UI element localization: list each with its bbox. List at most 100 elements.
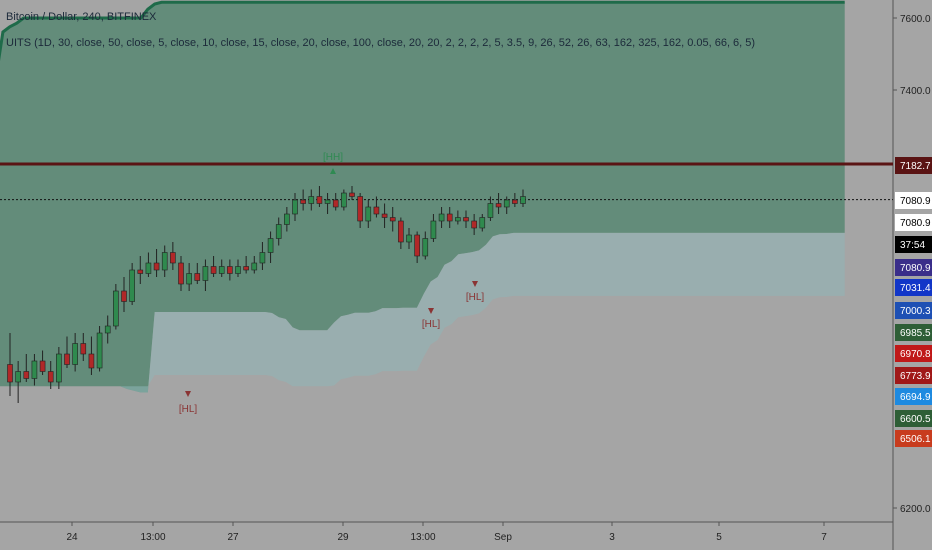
candle-body	[161, 252, 168, 271]
y-tick-label: 7400.0	[900, 86, 931, 97]
candle-body	[503, 199, 510, 208]
price-badge-bg	[895, 324, 932, 341]
candle	[31, 354, 38, 386]
candle	[267, 231, 274, 263]
down-arrow-icon	[185, 391, 191, 397]
candle-body	[15, 371, 21, 383]
candle-body	[512, 199, 518, 204]
candle-body	[113, 290, 119, 327]
candle	[186, 263, 192, 291]
candle-body	[463, 217, 469, 222]
candle	[316, 186, 323, 207]
price-badge-bg	[895, 388, 932, 405]
candle	[210, 256, 217, 277]
candle-body	[31, 360, 38, 379]
candle-body	[455, 217, 461, 222]
candle-body	[170, 252, 176, 264]
candle	[292, 193, 298, 221]
candle-body	[259, 252, 266, 264]
candle-body	[284, 213, 290, 225]
candle	[251, 256, 258, 274]
candle	[88, 336, 95, 375]
price-badge-bg	[895, 259, 932, 276]
candle-body	[422, 238, 429, 257]
candle-body	[332, 199, 339, 208]
x-tick-label: 7	[821, 532, 827, 543]
candle-body	[39, 360, 46, 372]
candle	[414, 231, 420, 263]
price-badge-label: 6985.5	[900, 328, 931, 339]
candle	[72, 333, 78, 372]
price-badge-label: 6694.9	[900, 392, 931, 403]
candle	[23, 354, 30, 382]
candle-body	[194, 273, 201, 281]
price-badge: 6694.9	[895, 388, 932, 405]
candle	[381, 203, 388, 228]
candle	[341, 189, 347, 211]
candle-body	[145, 262, 152, 274]
ichimoku-lower-band	[0, 232, 845, 393]
candle	[121, 277, 127, 312]
candle	[430, 214, 437, 242]
candle-body	[56, 353, 62, 383]
candle-body	[389, 217, 396, 222]
candle-body	[479, 217, 486, 229]
up-arrow-icon	[330, 168, 336, 174]
candle-body	[88, 353, 95, 369]
swing-marker-label: [HL]	[179, 404, 198, 415]
price-badge-label: 7080.9	[900, 196, 931, 207]
candle-body	[104, 325, 111, 334]
candle-body	[251, 262, 258, 271]
price-badge-bg	[895, 279, 932, 296]
swing-marker: [HL]	[466, 281, 484, 303]
candle-body	[446, 213, 453, 222]
candle	[153, 249, 160, 277]
candle-body	[72, 343, 78, 365]
candle-body	[357, 196, 363, 222]
candle	[227, 259, 233, 281]
x-tick-label: 3	[609, 532, 615, 543]
price-badge-label: 7182.7	[900, 161, 931, 172]
down-arrow-icon	[428, 308, 434, 314]
price-badge: 6985.5	[895, 324, 932, 341]
price-badge-label: 6970.8	[900, 349, 931, 360]
price-badge-bg	[895, 345, 932, 362]
price-badge-bg	[895, 236, 932, 253]
candle-body	[218, 266, 225, 274]
time-axis-background	[0, 522, 893, 550]
price-badge: 6773.9	[895, 367, 932, 384]
candle-body	[324, 199, 331, 204]
candle	[80, 333, 87, 361]
candle	[235, 259, 241, 277]
candle-body	[96, 332, 103, 369]
price-badge: 7031.4	[895, 279, 932, 296]
candle-body	[186, 273, 192, 285]
swing-marker: [HH]	[323, 152, 343, 174]
price-badge: 6970.8	[895, 345, 932, 362]
price-badge-label: 7080.9	[900, 218, 931, 229]
candle-body	[398, 220, 404, 243]
candle-body	[227, 266, 233, 274]
candle	[202, 259, 209, 291]
candle	[113, 284, 119, 330]
x-tick-label: 29	[337, 532, 349, 543]
candle	[47, 361, 54, 389]
candle	[520, 189, 526, 207]
candle	[259, 242, 266, 270]
price-badge: 6506.1	[895, 430, 932, 447]
price-badge: 7000.3	[895, 302, 932, 319]
candle-body	[349, 192, 355, 197]
candle-body	[406, 234, 412, 243]
candle	[104, 315, 111, 344]
candle	[373, 196, 380, 218]
candle	[137, 256, 144, 284]
candle	[145, 252, 152, 277]
candle-body	[292, 199, 298, 215]
indicator-settings[interactable]: UITS (1D, 30, close, 50, close, 5, close…	[6, 37, 756, 49]
candle	[300, 189, 306, 211]
price-badge-bg	[895, 430, 932, 447]
x-tick-label: Sep	[494, 532, 512, 543]
price-badge-label: 7031.4	[900, 283, 931, 294]
price-badge-label: 6773.9	[900, 371, 931, 382]
